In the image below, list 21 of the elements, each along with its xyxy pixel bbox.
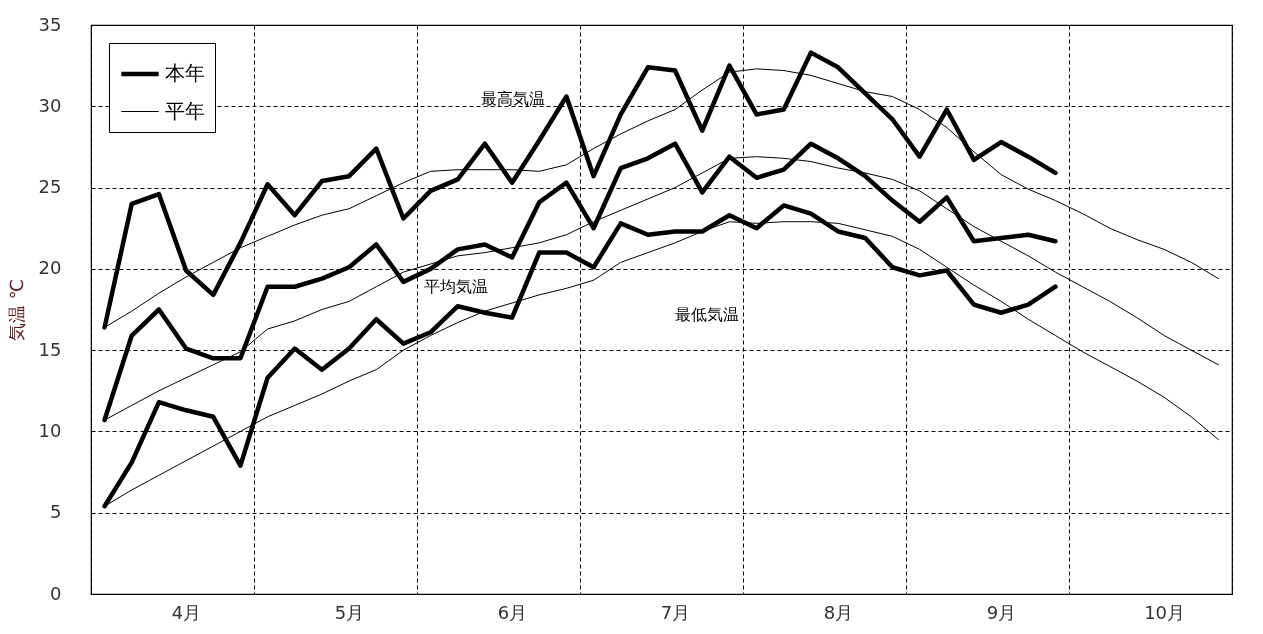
y-tick-label: 30 (38, 94, 62, 116)
annotation: 最高気温 (481, 88, 546, 108)
y-tick-label: 25 (38, 176, 62, 198)
x-tick-label: 9月 (986, 601, 1017, 623)
x-tick-label: 5月 (334, 601, 365, 623)
x-tick-label: 8月 (823, 601, 854, 623)
legend-label: 本年 (165, 61, 205, 85)
y-axis-title: 気温 ℃ (5, 279, 27, 341)
y-tick-label: 20 (38, 257, 62, 279)
x-tick-label: 7月 (660, 601, 691, 623)
y-tick-label: 5 (50, 501, 62, 523)
y-tick-label: 35 (38, 13, 62, 35)
annotation: 平均気温 (424, 276, 489, 296)
x-tick-label: 10月 (1144, 601, 1186, 623)
x-tick-label: 4月 (171, 601, 202, 623)
y-tick-label: 0 (50, 582, 62, 604)
annotation: 最低気温 (675, 305, 740, 325)
x-tick-label: 6月 (497, 601, 528, 623)
legend-label: 平年 (165, 98, 205, 123)
y-tick-label: 15 (38, 338, 62, 360)
y-tick-label: 10 (38, 419, 62, 441)
